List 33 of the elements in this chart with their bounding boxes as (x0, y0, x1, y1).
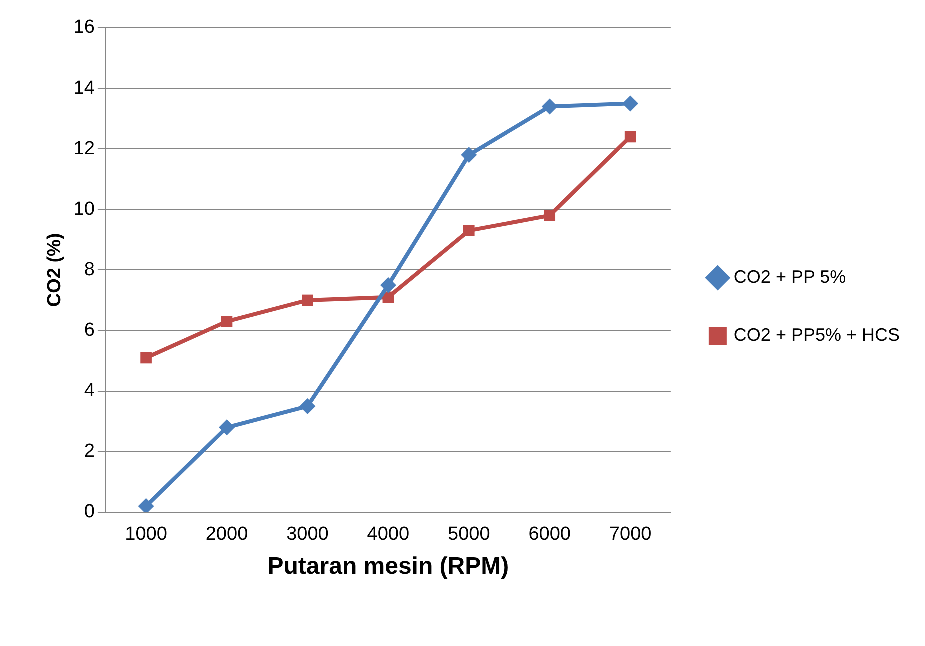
point (140, 352, 152, 364)
point (302, 294, 314, 306)
x-tick-label: 1000 (125, 524, 168, 546)
y-axis-title: CO2 (%) (44, 233, 66, 308)
point (219, 420, 236, 436)
point (542, 98, 558, 115)
point (461, 147, 478, 164)
point (221, 316, 233, 328)
point (300, 398, 316, 414)
x-tick-label: 5000 (448, 524, 490, 546)
y-tick-label: 10 (74, 198, 95, 220)
x-tick-label: 6000 (528, 524, 571, 546)
y-tick-label: 2 (84, 441, 95, 462)
y-tick-label: 6 (84, 320, 95, 341)
point (624, 131, 636, 143)
y-tick-label: 8 (84, 259, 95, 280)
point (380, 277, 396, 294)
y-tick-label: 0 (84, 502, 95, 523)
x-axis-title: Putaran mesin (RPM) (268, 553, 510, 580)
x-tick-label: 4000 (367, 524, 410, 546)
y-tick-label: 4 (84, 380, 96, 402)
x-tick-label: 2000 (206, 524, 248, 546)
x-tick-label: 7000 (609, 524, 652, 546)
point (138, 498, 154, 512)
legend-label: CO2 + PP 5% (734, 266, 846, 287)
point (544, 210, 556, 222)
y-tick-label: 12 (74, 138, 95, 160)
legend-label: CO2 + PP5% + HCS (734, 324, 900, 345)
point (622, 96, 639, 112)
point (463, 225, 475, 236)
y-tick-label: 14 (74, 78, 96, 99)
y-tick-label: 16 (74, 17, 95, 38)
x-tick-label: 3000 (286, 524, 329, 546)
